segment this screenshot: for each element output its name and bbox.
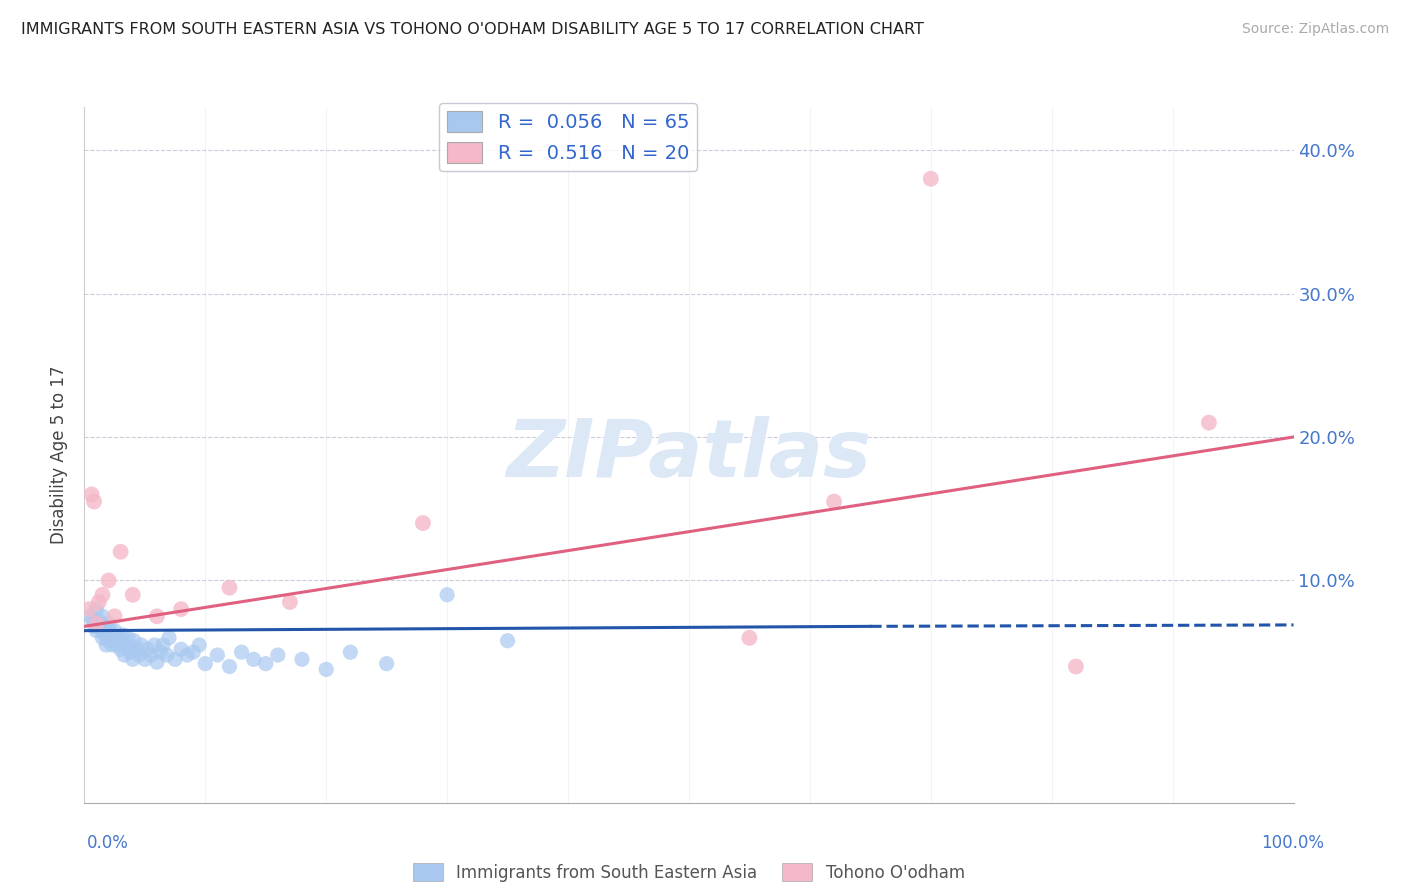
Point <box>412 516 434 530</box>
Point <box>101 638 124 652</box>
Point <box>89 619 111 633</box>
Text: Source: ZipAtlas.com: Source: ZipAtlas.com <box>1241 22 1389 37</box>
Text: IMMIGRANTS FROM SOUTH EASTERN ASIA VS TOHONO O'ODHAM DISABILITY AGE 5 TO 17 CORR: IMMIGRANTS FROM SOUTH EASTERN ASIA VS TO… <box>21 22 924 37</box>
Point <box>436 588 458 602</box>
Point <box>267 648 290 662</box>
Point <box>80 487 103 501</box>
Point <box>111 633 134 648</box>
Point <box>86 624 108 638</box>
Text: 0.0%: 0.0% <box>87 834 129 852</box>
Point <box>1198 416 1220 430</box>
Point <box>103 628 125 642</box>
Point <box>98 624 121 638</box>
Point <box>79 609 101 624</box>
Point <box>165 652 187 666</box>
Point <box>104 609 127 624</box>
Point <box>86 616 108 631</box>
Point <box>231 645 253 659</box>
Point <box>149 645 172 659</box>
Point <box>110 545 132 559</box>
Point <box>128 648 150 662</box>
Point <box>97 574 120 588</box>
Point <box>87 614 110 628</box>
Point <box>146 655 169 669</box>
Point <box>157 631 180 645</box>
Point <box>77 602 100 616</box>
Point <box>496 633 519 648</box>
Point <box>90 624 112 638</box>
Point <box>87 595 110 609</box>
Point <box>112 628 135 642</box>
Point <box>107 631 129 645</box>
Point <box>105 638 128 652</box>
Point <box>194 657 217 671</box>
Point <box>1064 659 1087 673</box>
Point <box>339 645 361 659</box>
Point <box>738 631 761 645</box>
Point <box>86 602 108 616</box>
Point <box>143 638 166 652</box>
Point <box>155 648 177 662</box>
Point <box>94 638 117 652</box>
Point <box>218 581 240 595</box>
Point <box>121 652 143 666</box>
Y-axis label: Disability Age 5 to 17: Disability Age 5 to 17 <box>51 366 69 544</box>
Point <box>94 628 117 642</box>
Point <box>152 638 174 652</box>
Point <box>375 657 398 671</box>
Point <box>117 631 139 645</box>
Point <box>91 609 114 624</box>
Point <box>83 494 105 508</box>
Point <box>125 642 148 657</box>
Point <box>242 652 264 666</box>
Point <box>278 595 301 609</box>
Point <box>139 648 162 662</box>
Text: 100.0%: 100.0% <box>1261 834 1324 852</box>
Point <box>91 631 114 645</box>
Point <box>97 616 120 631</box>
Point <box>82 614 104 628</box>
Point <box>188 638 211 652</box>
Point <box>176 648 198 662</box>
Point <box>920 171 942 186</box>
Point <box>254 657 277 671</box>
Point <box>112 648 135 662</box>
Point <box>115 638 138 652</box>
Point <box>291 652 314 666</box>
Point <box>93 619 115 633</box>
Point <box>146 609 169 624</box>
Point <box>91 588 114 602</box>
Point <box>104 624 127 638</box>
Point <box>129 638 152 652</box>
Point <box>86 616 108 631</box>
Point <box>136 642 159 657</box>
Point <box>110 642 132 657</box>
Point <box>170 642 193 657</box>
Point <box>100 631 122 645</box>
Point <box>96 624 118 638</box>
Point <box>170 602 193 616</box>
Point <box>120 645 142 659</box>
Point <box>134 652 156 666</box>
Text: ZIPatlas: ZIPatlas <box>506 416 872 494</box>
Legend: R =  0.056   N = 65, R =  0.516   N = 20: R = 0.056 N = 65, R = 0.516 N = 20 <box>439 103 697 170</box>
Point <box>84 616 107 631</box>
Point <box>207 648 229 662</box>
Point <box>122 633 145 648</box>
Point <box>104 633 127 648</box>
Point <box>218 659 240 673</box>
Point <box>83 619 105 633</box>
Point <box>121 588 143 602</box>
Point <box>97 633 120 648</box>
Point <box>315 662 337 676</box>
Point <box>823 494 845 508</box>
Point <box>181 645 204 659</box>
